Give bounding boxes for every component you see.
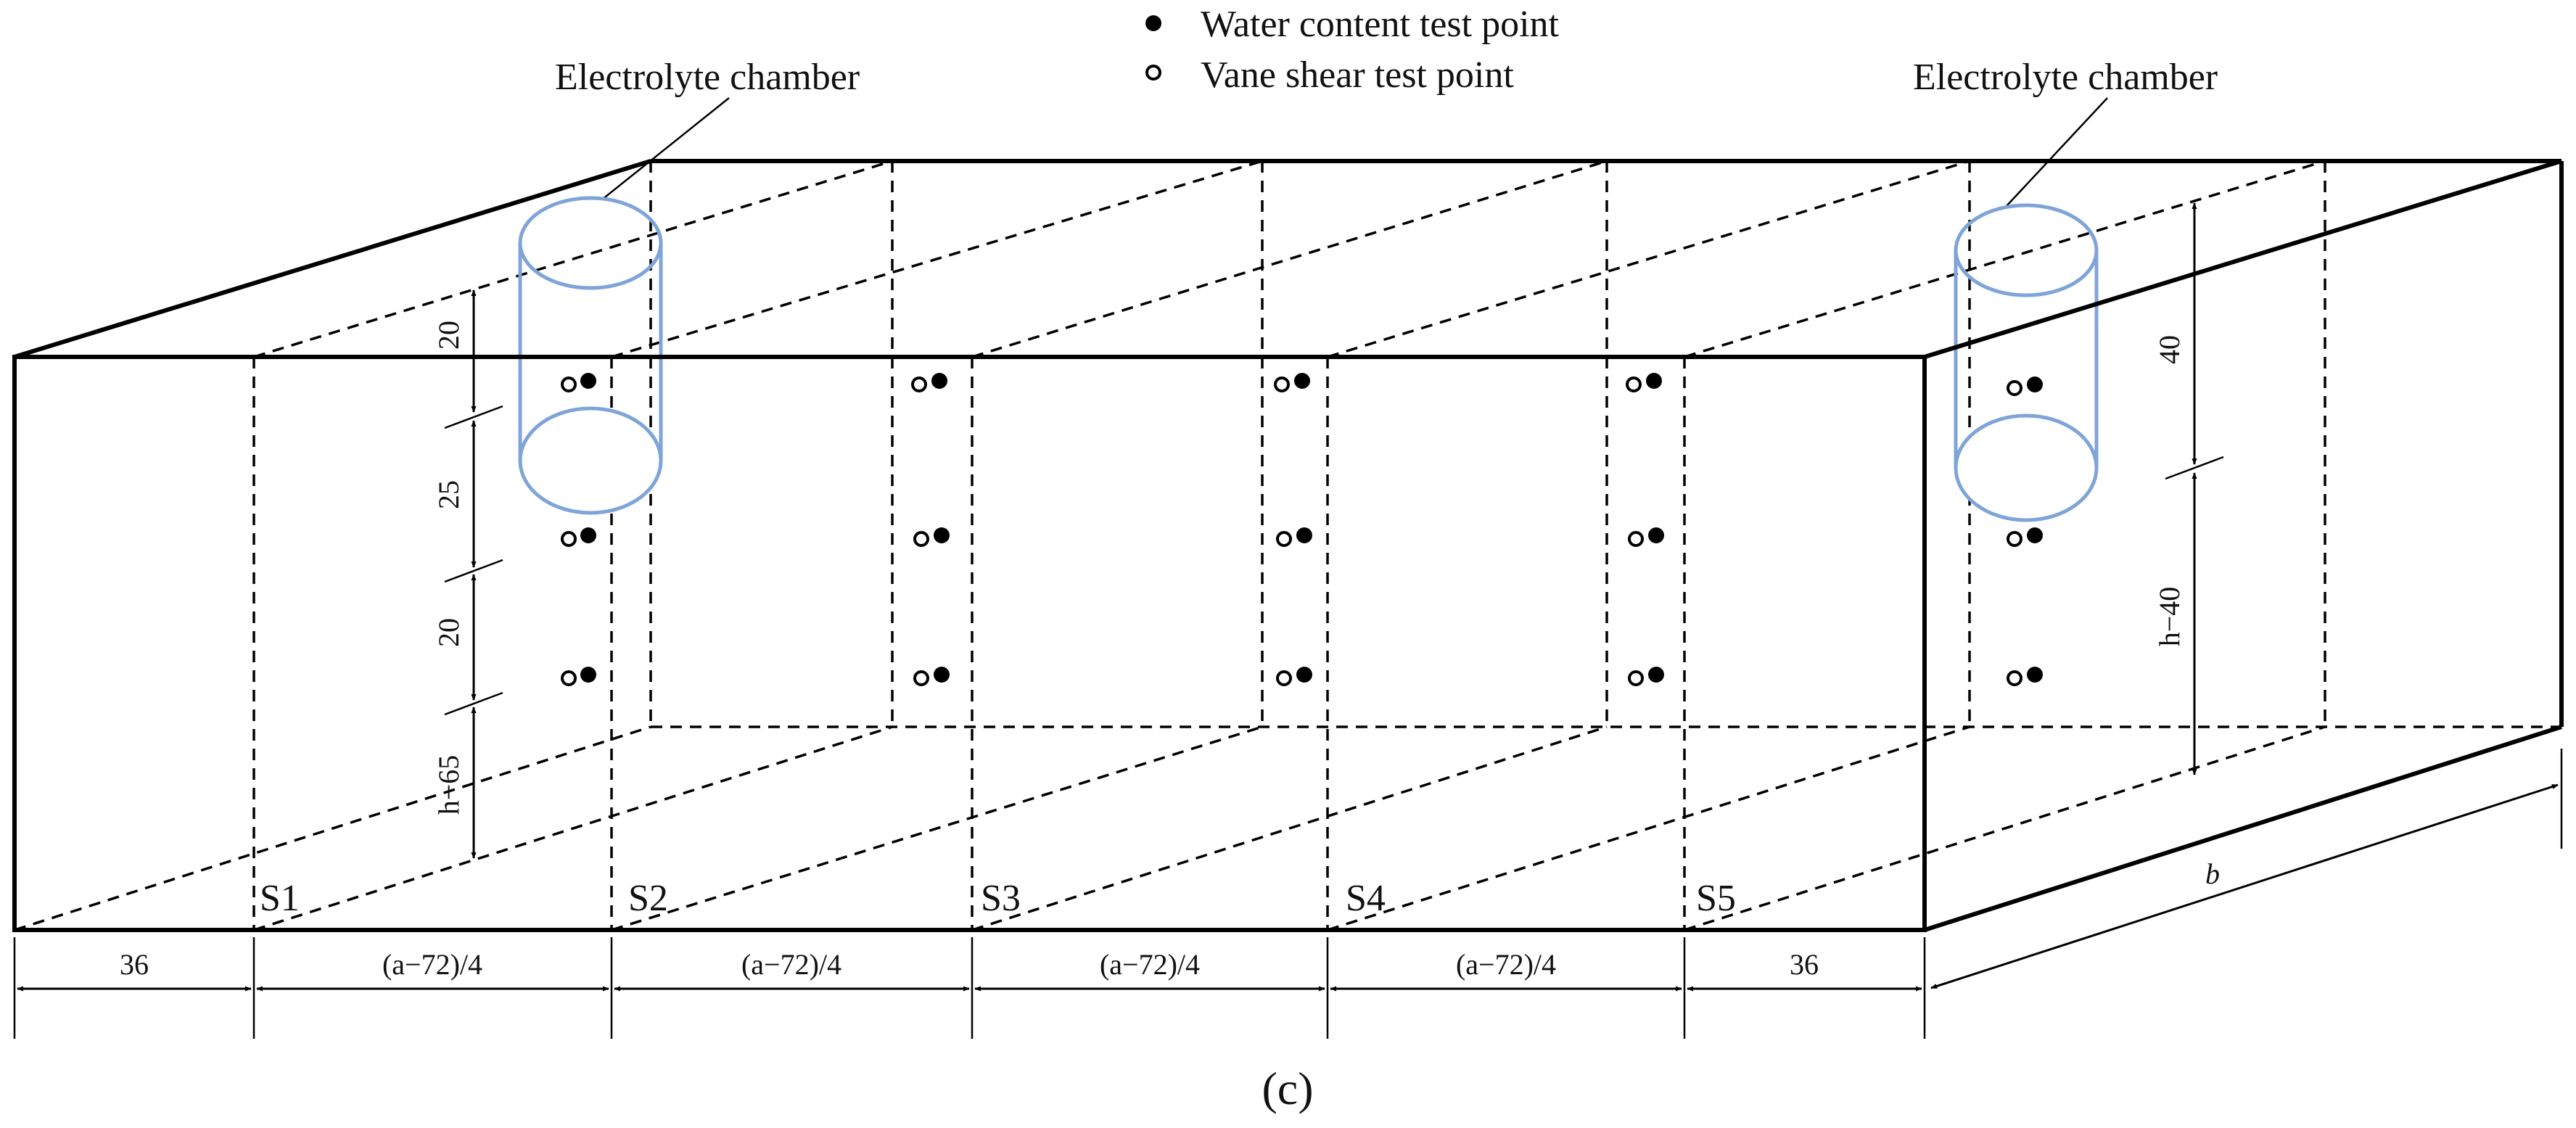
right-chamber-leader	[2005, 97, 2108, 207]
legend-water-dot	[1145, 15, 1161, 31]
dim-left-h-65: h−65	[432, 755, 465, 815]
dim-bottom-36-left: 36	[120, 948, 149, 981]
dim-bottom-seg4: (a−72)/4	[1456, 948, 1556, 981]
section-label-s5: S5	[1696, 878, 1736, 919]
section-label-s3: S3	[981, 878, 1021, 919]
dim-left-25: 25	[432, 480, 465, 509]
dim-right-h-40: h−40	[2153, 587, 2186, 647]
dim-left-20-bottom: 20	[432, 618, 465, 647]
left-chamber-leader	[601, 97, 730, 200]
bottom-dimensions	[13, 937, 1926, 1039]
section-label-s4: S4	[1346, 878, 1386, 919]
dim-left-20-top: 20	[432, 321, 465, 350]
left-electrolyte-chamber	[518, 196, 663, 515]
left-vertical-dimensions	[444, 289, 503, 859]
right-chamber-label: Electrolyte chamber	[1913, 57, 2218, 98]
section-label-s2: S2	[628, 878, 668, 919]
legend-water-label: Water content test point	[1201, 4, 1560, 45]
box-outline	[12, 159, 2564, 932]
right-vertical-dimensions	[2165, 202, 2224, 775]
depth-dimension	[1930, 749, 2563, 989]
left-chamber-label: Electrolyte chamber	[555, 57, 860, 98]
dim-right-40: 40	[2153, 335, 2186, 364]
legend-vane-label: Vane shear test point	[1201, 54, 1514, 96]
dim-bottom-seg2: (a−72)/4	[741, 948, 841, 981]
dim-depth-b: b	[2205, 857, 2220, 890]
test-points	[561, 373, 2043, 686]
dim-bottom-seg1: (a−72)/4	[382, 948, 482, 981]
legend-vane-dot	[1145, 65, 1161, 81]
dim-bottom-seg3: (a−72)/4	[1100, 948, 1200, 981]
section-label-s1: S1	[260, 878, 300, 919]
dim-bottom-36-right: 36	[1790, 948, 1819, 981]
figure-caption: (c)	[1262, 1063, 1313, 1114]
right-electrolyte-chamber	[1954, 203, 2099, 522]
